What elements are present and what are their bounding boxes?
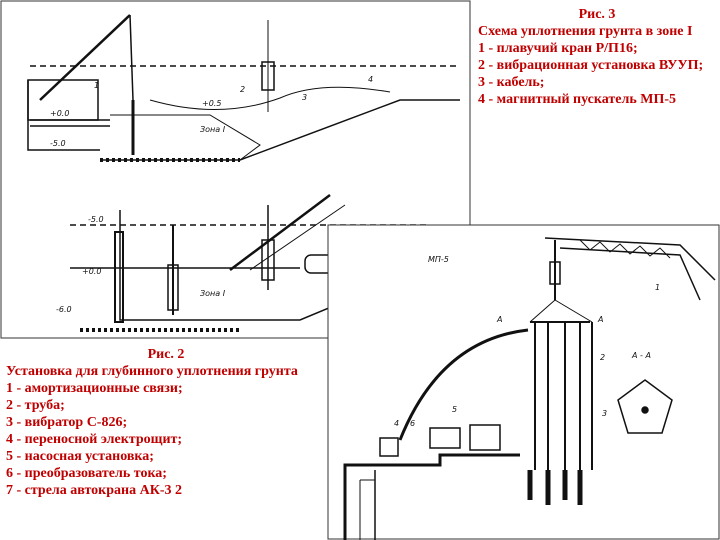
- drawing-label: 2: [600, 353, 605, 362]
- fig3-frame: [0, 0, 471, 339]
- fig3-caption: Рис. 3 Схема уплотнения грунта в зоне I …: [478, 6, 716, 108]
- fig2-title: Рис. 2: [147, 347, 185, 362]
- legend-item: 4 - магнитный пускатель МП-5: [478, 92, 676, 107]
- legend-item: 6 - преобразователь тока;: [6, 466, 167, 481]
- drawing-label: +0.0: [50, 109, 69, 118]
- drawing-label: 6: [410, 419, 415, 428]
- legend-item: 3 - вибратор С-826;: [6, 415, 128, 430]
- drawing-label: 3: [302, 93, 307, 102]
- legend-item: 3 - кабель;: [478, 75, 545, 90]
- fig2-drawing: [343, 237, 716, 540]
- drawing-label: 1: [94, 81, 99, 90]
- drawing-label: МП-5: [428, 255, 449, 264]
- legend-item: 1 - амортизационные связи;: [6, 381, 183, 396]
- legend-item: 2 - труба;: [6, 398, 65, 413]
- fig3-drawing: [27, 14, 460, 332]
- drawing-label: 3: [602, 409, 607, 418]
- drawing-label: Зона I: [200, 289, 226, 298]
- fig2-caption: Рис. 2 Установка для глубинного уплотнен…: [6, 346, 326, 499]
- drawing-label: -5.0: [50, 139, 66, 148]
- drawing-label: 4: [394, 419, 399, 428]
- drawing-label: А - А: [631, 351, 651, 360]
- legend-item: 1 - плавучий кран Р/П16;: [478, 41, 638, 56]
- drawing-label: +0.5: [202, 99, 221, 108]
- fig2-frame: [327, 224, 720, 540]
- fig3-subtitle: Схема уплотнения грунта в зоне I: [478, 24, 693, 39]
- fig3-title: Рис. 3: [578, 7, 616, 22]
- drawing-label: Зона I: [200, 125, 226, 134]
- legend-item: 4 - переносной электрощит;: [6, 432, 183, 447]
- legend-item: 7 - стрела автокрана АК-3 2: [6, 483, 183, 498]
- drawing-label: -6.0: [56, 305, 72, 314]
- legend-item: 5 - насосная установка;: [6, 449, 154, 464]
- fig3-items: 1 - плавучий кран Р/П16; 2 - вибрационная…: [478, 40, 716, 108]
- drawing-label: А: [597, 315, 603, 324]
- fig2-items: 1 - амортизационные связи; 2 - труба; 3 - …: [6, 380, 326, 499]
- drawing-label: 2: [240, 85, 245, 94]
- drawing-label: А: [496, 315, 502, 324]
- legend-item: 2 - вибрационная установка ВУУП;: [478, 58, 704, 73]
- drawing-label: 4: [368, 75, 373, 84]
- drawing-label: -5.0: [88, 215, 104, 224]
- fig2-subtitle: Установка для глубинного уплотнения грун…: [6, 364, 298, 379]
- drawing-label: 5: [452, 405, 457, 414]
- drawing-label: +0.0: [82, 267, 101, 276]
- drawing-label: 1: [655, 283, 660, 292]
